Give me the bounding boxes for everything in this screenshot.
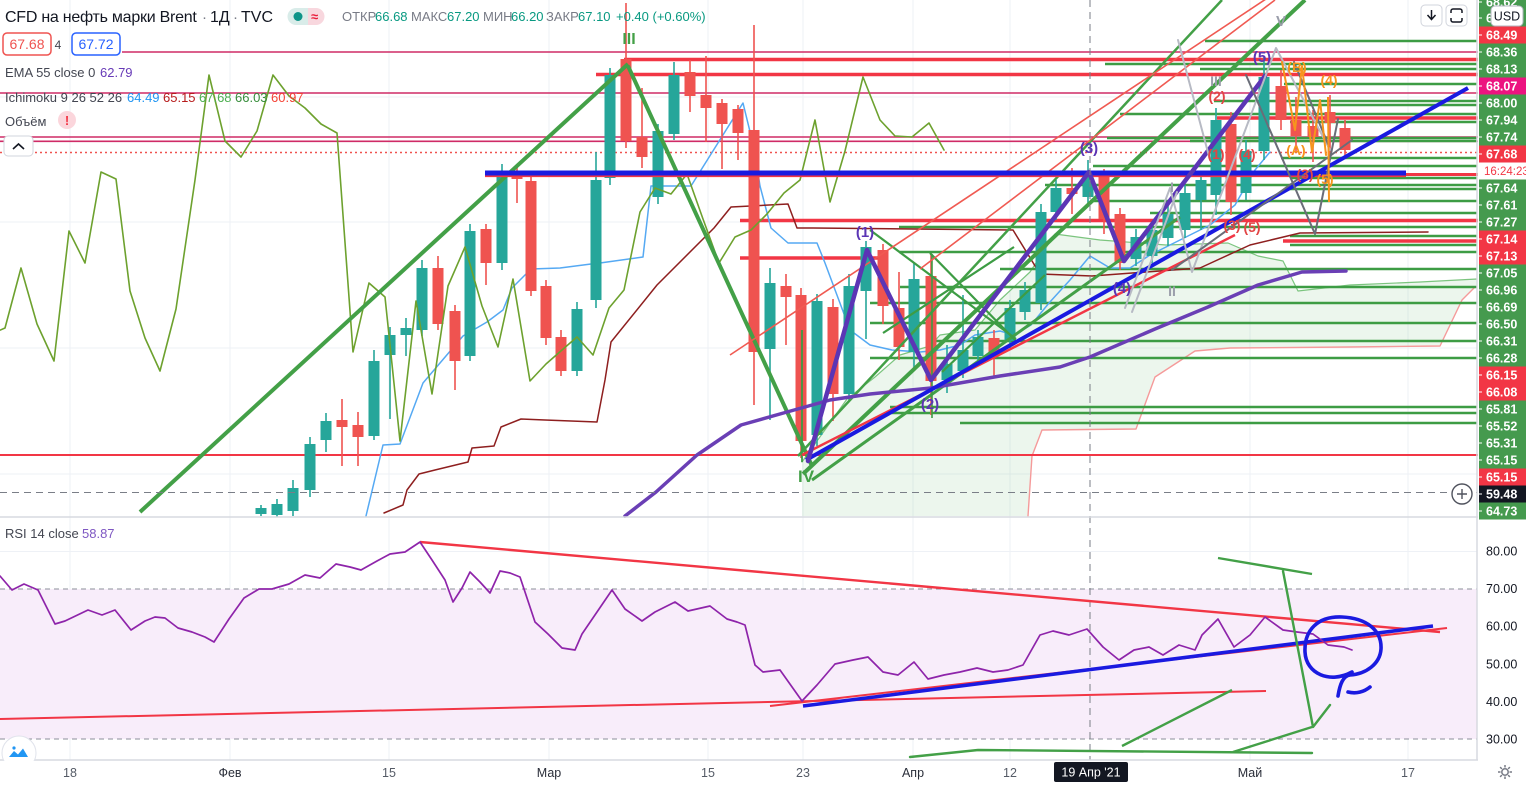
svg-text:RSI 14 close: RSI 14 close	[5, 526, 79, 541]
svg-text:V: V	[1276, 13, 1286, 30]
svg-text:65.15: 65.15	[163, 90, 196, 105]
svg-text:(2): (2)	[1208, 88, 1225, 104]
svg-text:68.36: 68.36	[1486, 46, 1517, 60]
svg-text:CFD на нефть марки Brent: CFD на нефть марки Brent	[5, 9, 197, 26]
svg-text:67.10: 67.10	[578, 9, 611, 24]
svg-text:65.15: 65.15	[1486, 471, 1517, 485]
svg-text:66.50: 66.50	[1486, 318, 1517, 332]
svg-text:68.49: 68.49	[1486, 29, 1517, 43]
svg-text:(4): (4)	[1113, 280, 1131, 297]
svg-text:67.20: 67.20	[447, 9, 480, 24]
svg-text:Ichimoku 9 26 52 26: Ichimoku 9 26 52 26	[5, 90, 122, 105]
svg-text:16:24:23: 16:24:23	[1484, 166, 1526, 178]
svg-text:67.94: 67.94	[1486, 114, 1517, 128]
svg-text:68.07: 68.07	[1486, 80, 1517, 94]
svg-text:·: ·	[202, 9, 207, 26]
svg-text:70.00: 70.00	[1486, 582, 1517, 596]
svg-text:III: III	[1210, 73, 1222, 89]
svg-text:66.15: 66.15	[1486, 369, 1517, 383]
svg-text:(1): (1)	[1207, 146, 1224, 162]
svg-text:IV: IV	[798, 467, 815, 486]
svg-text:15: 15	[382, 766, 396, 780]
svg-text:(2): (2)	[921, 396, 939, 413]
svg-text:62.79: 62.79	[100, 65, 133, 80]
svg-text:67.72: 67.72	[78, 36, 113, 52]
svg-text:EMA 55 close 0: EMA 55 close 0	[5, 65, 95, 80]
svg-text:65.15: 65.15	[1486, 454, 1517, 468]
svg-text:40.00: 40.00	[1486, 695, 1517, 709]
svg-text:!: !	[65, 113, 69, 128]
svg-text:66.96: 66.96	[1486, 284, 1517, 298]
svg-text:·: ·	[233, 9, 238, 26]
svg-text:67.61: 67.61	[1486, 199, 1517, 213]
svg-text:(4): (4)	[1320, 72, 1337, 88]
svg-text:18: 18	[63, 766, 77, 780]
svg-text:≈: ≈	[311, 9, 318, 24]
svg-text:68.13: 68.13	[1486, 63, 1517, 77]
svg-text:I: I	[1170, 179, 1174, 195]
svg-text:15: 15	[701, 766, 715, 780]
svg-text:Апр: Апр	[902, 766, 924, 780]
svg-text:(3): (3)	[1080, 140, 1098, 157]
svg-text:66.69: 66.69	[1486, 301, 1517, 315]
svg-text:(B): (B)	[1287, 59, 1306, 75]
svg-text:67.68: 67.68	[9, 36, 44, 52]
svg-text:(5): (5)	[1253, 49, 1271, 66]
svg-text:(5): (5)	[1316, 171, 1333, 187]
svg-text:66.68: 66.68	[375, 9, 408, 24]
svg-text:+0.40 (+0.60%): +0.40 (+0.60%)	[616, 9, 706, 24]
svg-text:67.13: 67.13	[1486, 250, 1517, 264]
svg-text:Май: Май	[1238, 766, 1263, 780]
svg-text:66.28: 66.28	[1486, 352, 1517, 366]
svg-text:19 Апр '21: 19 Апр '21	[1061, 766, 1120, 780]
svg-text:65.31: 65.31	[1486, 437, 1517, 451]
svg-text:II: II	[1168, 283, 1176, 299]
svg-text:66.08: 66.08	[1486, 386, 1517, 400]
svg-text:60.00: 60.00	[1486, 620, 1517, 634]
svg-text:(5): (5)	[1243, 219, 1260, 235]
svg-text:64.73: 64.73	[1486, 505, 1517, 519]
svg-text:66.20: 66.20	[511, 9, 544, 24]
svg-text:III: III	[622, 31, 635, 48]
svg-text:17: 17	[1401, 766, 1415, 780]
svg-text:67.74: 67.74	[1486, 131, 1517, 145]
svg-text:4: 4	[55, 38, 62, 52]
svg-text:67.27: 67.27	[1486, 216, 1517, 230]
svg-text:65.81: 65.81	[1486, 403, 1517, 417]
svg-text:ОТКР: ОТКР	[342, 9, 376, 24]
svg-text:50.00: 50.00	[1486, 657, 1517, 671]
svg-text:12: 12	[1003, 766, 1017, 780]
svg-text:(A): (A)	[1286, 142, 1305, 158]
svg-text:65.52: 65.52	[1486, 420, 1517, 434]
svg-text:80.00: 80.00	[1486, 545, 1517, 559]
svg-text:TVC: TVC	[241, 9, 273, 26]
svg-text:МАКС: МАКС	[411, 9, 447, 24]
svg-text:(1): (1)	[856, 224, 874, 241]
svg-text:(3): (3)	[1296, 166, 1313, 182]
svg-text:67.68: 67.68	[1486, 148, 1517, 162]
svg-text:USD: USD	[1494, 10, 1520, 24]
svg-text:58.87: 58.87	[82, 526, 115, 541]
svg-text:Мар: Мар	[537, 766, 562, 780]
svg-text:67.64: 67.64	[1486, 182, 1517, 196]
svg-text:67.14: 67.14	[1486, 233, 1517, 247]
svg-text:(3): (3)	[1223, 217, 1240, 233]
svg-text:68.00: 68.00	[1486, 97, 1517, 111]
svg-text:64.49: 64.49	[127, 90, 160, 105]
svg-text:Объём: Объём	[5, 114, 46, 129]
svg-text:67.05: 67.05	[1486, 267, 1517, 281]
svg-text:Фев: Фев	[218, 766, 241, 780]
svg-text:МИН: МИН	[483, 9, 513, 24]
svg-text:66.31: 66.31	[1486, 335, 1517, 349]
svg-text:ЗАКР: ЗАКР	[546, 9, 579, 24]
svg-text:60.97: 60.97	[271, 90, 304, 105]
svg-text:23: 23	[796, 766, 810, 780]
svg-text:1Д: 1Д	[210, 9, 230, 26]
svg-text:30.00: 30.00	[1486, 733, 1517, 747]
svg-text:(4): (4)	[1238, 146, 1255, 162]
svg-text:67.68: 67.68	[199, 90, 232, 105]
svg-text:59.48: 59.48	[1486, 488, 1517, 502]
svg-text:66.03: 66.03	[235, 90, 268, 105]
svg-text:68.62: 68.62	[1486, 0, 1517, 10]
